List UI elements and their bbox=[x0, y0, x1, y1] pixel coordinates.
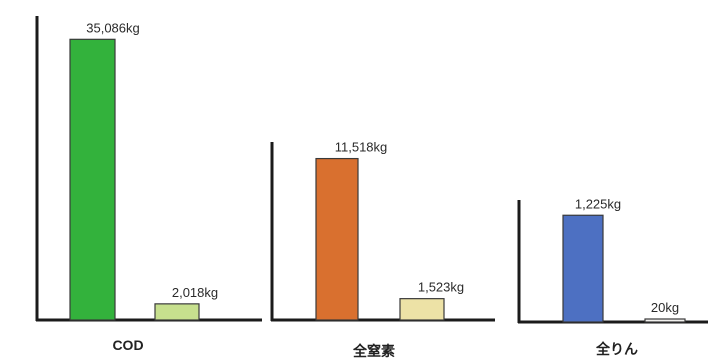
data-label: 2,018kg bbox=[172, 285, 218, 300]
data-label: 11,518kg bbox=[335, 140, 388, 155]
data-label: 20kg bbox=[651, 300, 679, 315]
bar bbox=[69, 38, 116, 321]
bar bbox=[399, 298, 445, 321]
bar bbox=[644, 318, 686, 323]
bar bbox=[562, 214, 604, 323]
bar bbox=[315, 157, 359, 321]
data-label: 35,086kg bbox=[86, 20, 140, 35]
data-label: 1,523kg bbox=[418, 280, 464, 295]
category-label: COD bbox=[112, 337, 143, 353]
bar bbox=[154, 303, 200, 321]
data-label: 1,225kg bbox=[575, 196, 621, 211]
category-label: 全りん bbox=[595, 341, 638, 357]
category-label: 全窒素 bbox=[352, 343, 395, 358]
